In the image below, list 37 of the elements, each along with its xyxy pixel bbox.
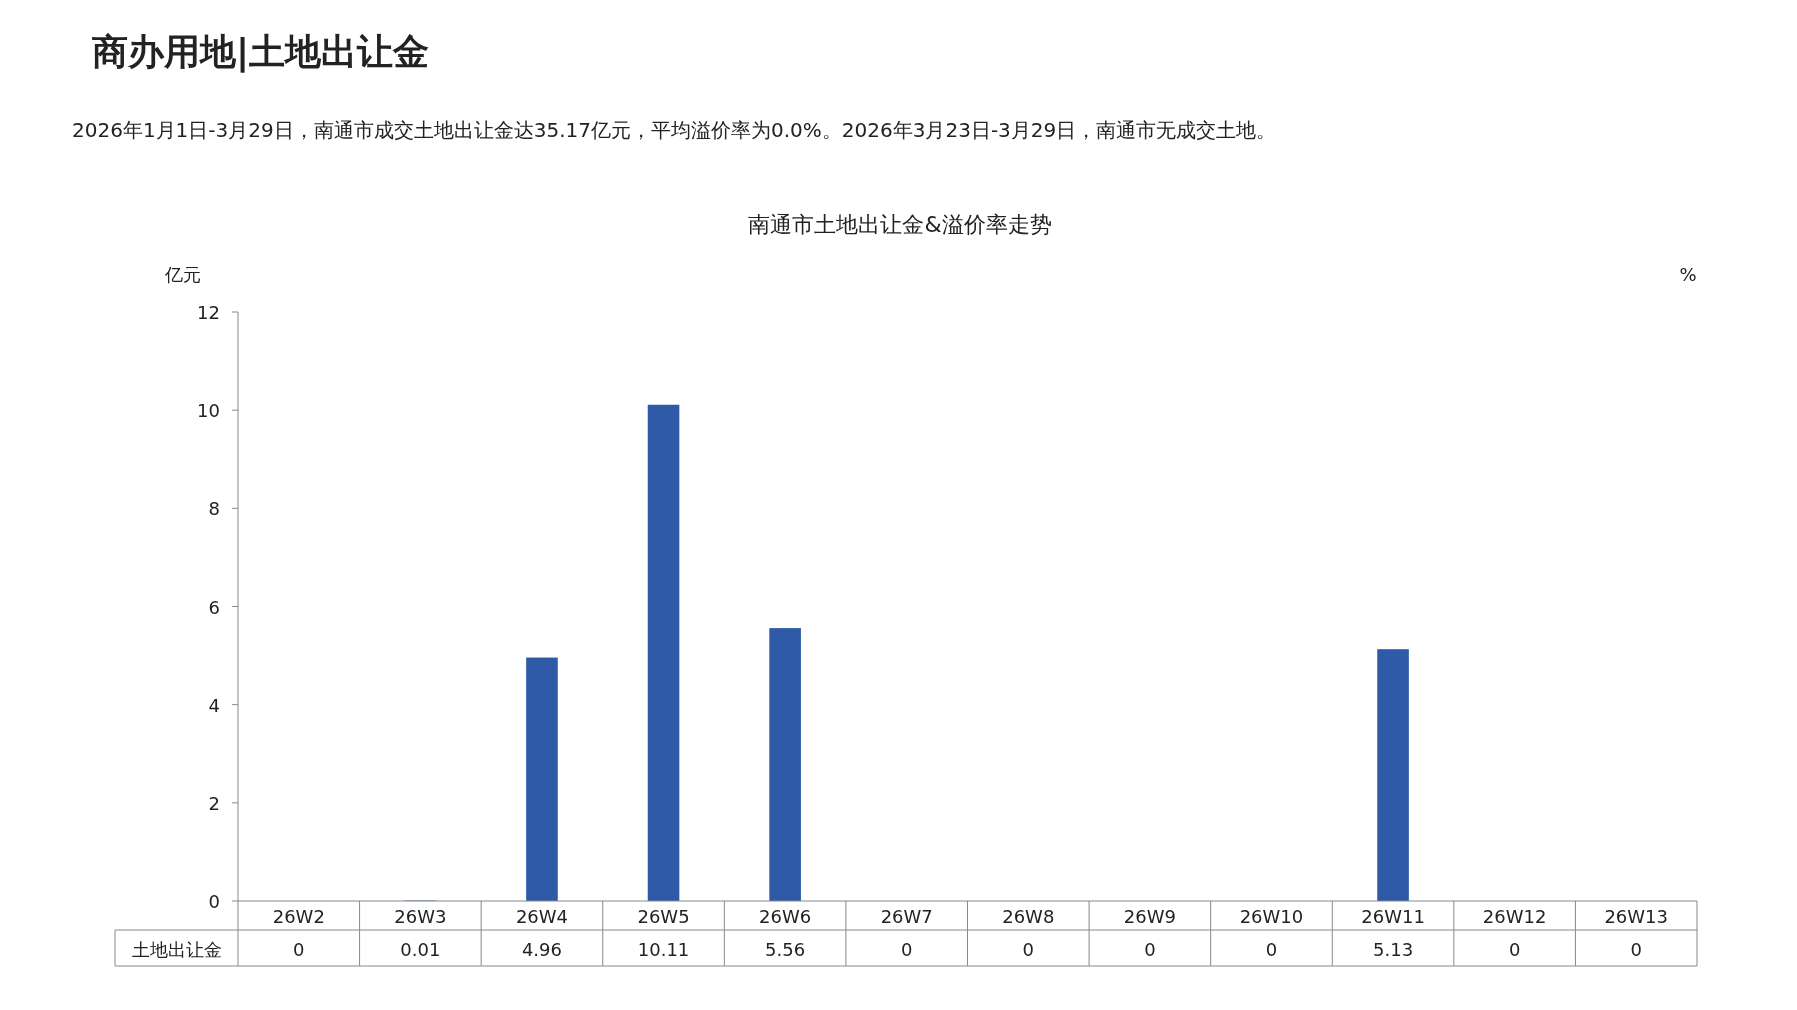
x-tick-label: 26W12 — [1482, 906, 1547, 927]
data-label: 0.01 — [400, 939, 441, 960]
x-tick-label: 26W11 — [1361, 906, 1425, 927]
data-label: 4.96 — [521, 939, 562, 960]
y-tick-label: 6 — [208, 596, 220, 618]
x-tick-label: 26W2 — [272, 906, 325, 927]
y-axis-title: 亿元 — [164, 264, 201, 285]
text: 土地出让金 — [131, 939, 222, 960]
data-label: 5.13 — [1373, 939, 1414, 960]
x-tick-label: 26W13 — [1604, 906, 1669, 927]
x-tick-label: 26W7 — [880, 906, 933, 927]
data-label: 0 — [1265, 939, 1278, 960]
data-label: 0 — [900, 939, 913, 960]
y-tick-label: 4 — [208, 694, 220, 716]
y-tick-label: 8 — [208, 498, 220, 520]
x-tick-label: 26W6 — [759, 906, 812, 927]
x-tick-label: 26W10 — [1239, 906, 1304, 927]
data-label: 10.11 — [637, 939, 690, 960]
y-tick-label: 2 — [208, 792, 220, 814]
x-tick-label: 26W4 — [515, 906, 569, 927]
data-label: 0 — [1022, 939, 1035, 960]
x-tick-label: 26W3 — [394, 906, 447, 927]
x-tick-label: 26W8 — [1002, 906, 1055, 927]
data-label: 5.56 — [765, 939, 806, 960]
data-label: 0 — [1144, 939, 1156, 960]
data-label: 0 — [1630, 939, 1642, 960]
chart-title: 南通市土地出让金&溢价率走势 — [748, 212, 1052, 237]
y-tick-label: 12 — [197, 302, 220, 323]
data-label: 0 — [1508, 939, 1521, 960]
x-tick-label: 26W9 — [1123, 906, 1176, 927]
x-tick-label: 26W5 — [637, 906, 690, 927]
y2-axis-title: % — [1679, 264, 1697, 285]
text: 商办用地|土地出让金 — [92, 31, 430, 73]
data-label: 0 — [293, 939, 305, 960]
y-tick-label: 10 — [197, 400, 220, 422]
y-tick-label: 0 — [208, 891, 220, 912]
text: 2026年1月1日-3月29日，南通市成交土地出让金达35.17亿元，平均溢价率为0.0%。2026年3月23日-3月29日，南通市无成交土地。 — [72, 118, 1277, 142]
